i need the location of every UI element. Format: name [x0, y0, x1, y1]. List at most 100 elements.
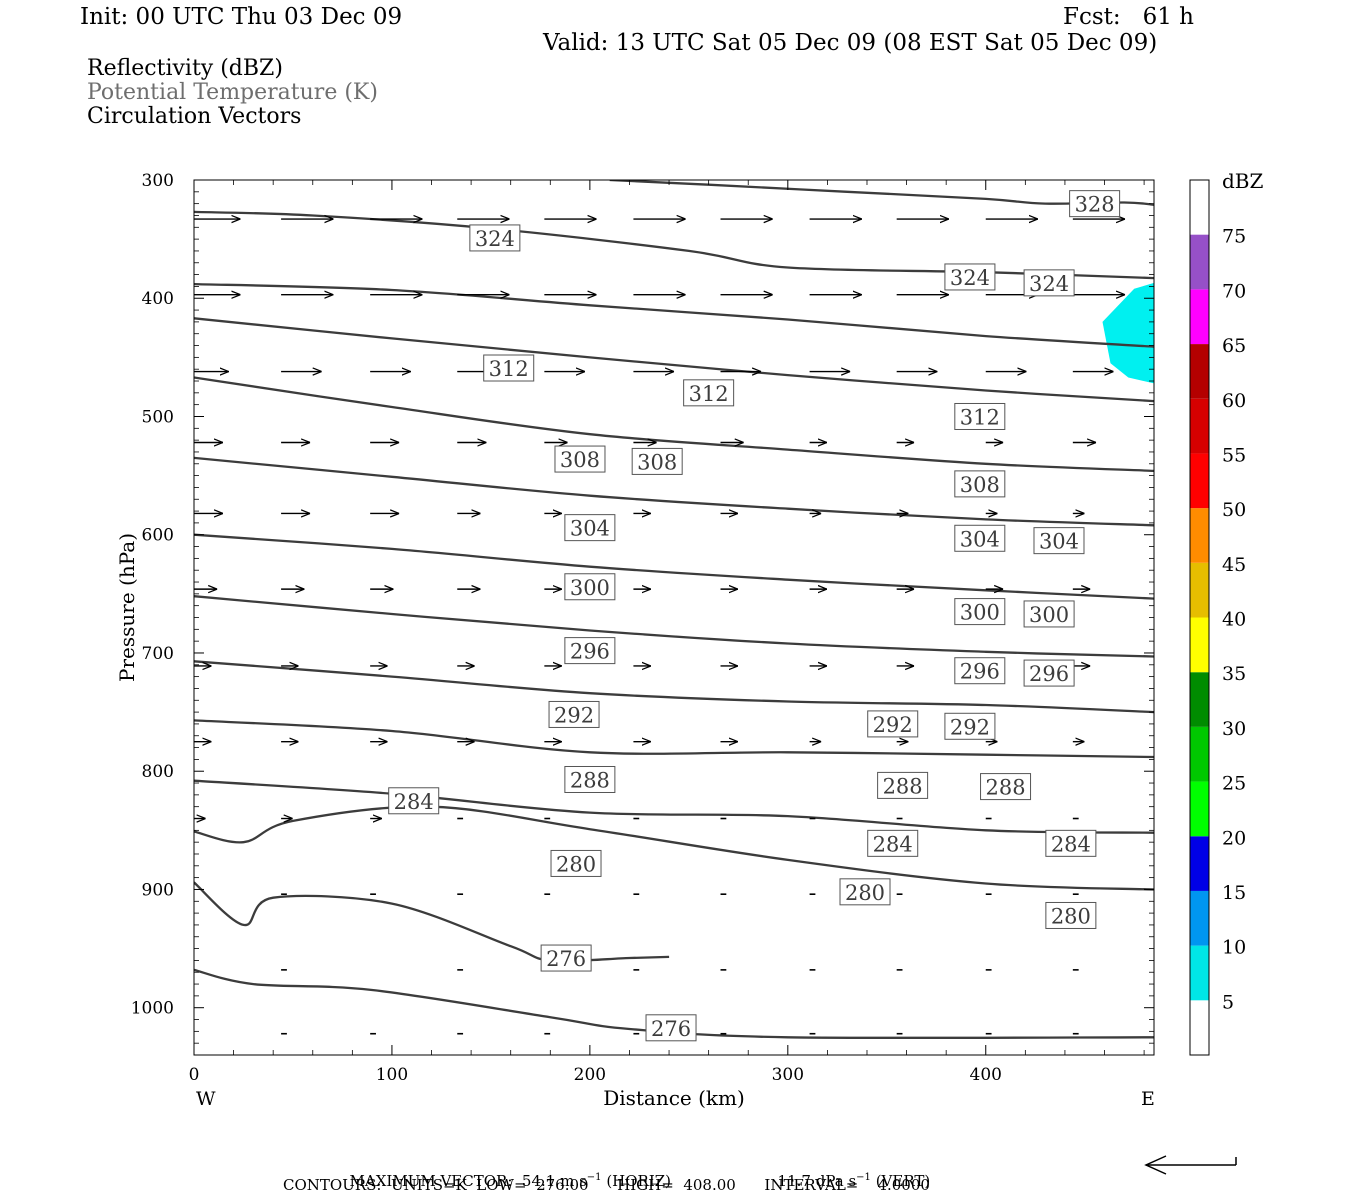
theta-contour-296 [194, 660, 1154, 714]
theta-label-288: 288 [877, 771, 929, 799]
theta-label-288: 288 [564, 765, 616, 793]
colorbar-segment [1190, 562, 1209, 618]
field-reflectivity: Reflectivity (dBZ) [87, 56, 283, 81]
field-circulation-vectors: Circulation Vectors [87, 104, 302, 129]
theta-label-text: 324 [1029, 272, 1069, 296]
theta-contour-304 [194, 533, 1154, 600]
max-vector-vert-value: 11.7 dPa s [777, 1172, 857, 1190]
forecast-hour: Fcst: 61 h [1063, 4, 1194, 30]
max-vector-horiz-label: (HORIZ) [606, 1172, 672, 1190]
colorbar-segment [1190, 617, 1209, 673]
x-tick-label: 100 [376, 1065, 408, 1085]
theta-label-text: 312 [689, 382, 729, 406]
theta-label-300: 300 [954, 598, 1006, 626]
theta-label-text: 292 [554, 703, 594, 727]
colorbar-segment [1190, 289, 1209, 345]
theta-label-328: 328 [1069, 190, 1121, 218]
colorbar-level: 15 [1222, 882, 1246, 904]
colorbar-level: 30 [1222, 718, 1246, 740]
theta-label-296: 296 [564, 637, 616, 665]
theta-label-304: 304 [1033, 527, 1085, 555]
y-tick-label: 1000 [131, 999, 174, 1019]
theta-label-text: 292 [950, 715, 990, 739]
colorbar-level: 65 [1222, 335, 1246, 357]
theta-label-304: 304 [954, 524, 1006, 552]
theta-label-324: 324 [469, 224, 521, 252]
theta-contour-276 [194, 968, 1154, 1040]
theta-label-text: 308 [560, 448, 600, 472]
theta-label-280: 280 [1045, 901, 1097, 929]
theta-label-284: 284 [1045, 829, 1097, 857]
theta-label-text: 308 [960, 473, 1000, 497]
theta-label-276: 276 [645, 1014, 697, 1042]
colorbar-segment [1190, 781, 1209, 837]
east-label: E [1141, 1088, 1155, 1110]
theta-label-304: 304 [564, 514, 616, 542]
y-tick-label: 500 [142, 407, 174, 427]
valid-time: Valid: 13 UTC Sat 05 Dec 09 (08 EST Sat … [543, 30, 1158, 56]
max-vector-vert-label: (VERT) [875, 1172, 931, 1190]
x-axis-label: Distance (km) [603, 1086, 745, 1110]
colorbar-level: 50 [1222, 499, 1246, 521]
theta-label-text: 288 [985, 776, 1025, 800]
contour-info: CONTOURS: UNITS=K LOW= 276.00 HIGH= 408.… [283, 1176, 930, 1194]
colorbar-segment [1190, 344, 1209, 399]
theta-label-296: 296 [954, 657, 1006, 685]
theta-label-text: 296 [960, 660, 1000, 684]
theta-label-text: 276 [651, 1017, 691, 1041]
theta-contour-312 [194, 376, 1154, 473]
colorbar-level: 55 [1222, 444, 1246, 466]
colorbar-level: 75 [1222, 226, 1246, 248]
theta-label-300: 300 [564, 573, 616, 601]
colorbar-segment [1190, 890, 1209, 946]
theta-label-text: 324 [950, 266, 990, 290]
theta-label-288: 288 [980, 773, 1032, 801]
theta-contour-280 [194, 881, 670, 963]
theta-label-276: 276 [540, 944, 592, 972]
theta-label-296: 296 [1023, 659, 1075, 687]
colorbar-segment [1190, 234, 1209, 290]
theta-label-292: 292 [867, 710, 919, 738]
colorbar-segment [1190, 945, 1209, 1001]
theta-label-text: 292 [873, 713, 913, 737]
theta-label-text: 288 [883, 774, 923, 798]
colorbar-unit: dBZ [1222, 169, 1264, 193]
theta-label-text: 284 [1051, 832, 1091, 856]
reflectivity-area [1102, 282, 1154, 384]
colorbar-segment [1190, 453, 1209, 509]
colorbar-segment [1190, 672, 1209, 727]
theta-label-312: 312 [483, 354, 535, 382]
theta-label-text: 280 [845, 881, 885, 905]
theta-label-280: 280 [550, 849, 602, 877]
y-tick-label: 400 [142, 289, 174, 309]
theta-contour-316 [194, 317, 1154, 403]
colorbar-level: 45 [1222, 554, 1246, 576]
theta-contour-284 [194, 805, 1154, 891]
theta-contour-320 [194, 282, 1154, 348]
x-tick-label: 300 [772, 1065, 804, 1085]
theta-contour-324 [194, 210, 1154, 280]
y-axis-label: Pressure (hPa) [115, 533, 139, 682]
y-tick-label: 800 [142, 762, 174, 782]
theta-label-text: 300 [960, 601, 1000, 625]
colorbar-level: 40 [1222, 609, 1246, 631]
colorbar-level: 25 [1222, 773, 1246, 795]
theta-contour-288 [194, 779, 1154, 834]
y-tick-label: 900 [142, 880, 174, 900]
theta-label-308: 308 [554, 445, 606, 473]
theta-label-284: 284 [388, 787, 440, 815]
theta-label-text: 324 [475, 227, 515, 251]
theta-label-284: 284 [867, 829, 919, 857]
theta-label-text: 296 [1029, 662, 1069, 686]
theta-label-text: 328 [1075, 193, 1115, 217]
theta-label-text: 304 [960, 527, 1000, 551]
theta-contour-308 [194, 456, 1154, 527]
theta-label-text: 284 [394, 790, 434, 814]
colorbar-segment [1190, 726, 1209, 782]
theta-label-text: 280 [1051, 904, 1091, 928]
x-tick-label: 400 [970, 1065, 1002, 1085]
reference-vector-icon [1144, 1155, 1237, 1175]
init-time: Init: 00 UTC Thu 03 Dec 09 [80, 4, 403, 30]
field-potential-temperature: Potential Temperature (K) [87, 80, 378, 105]
